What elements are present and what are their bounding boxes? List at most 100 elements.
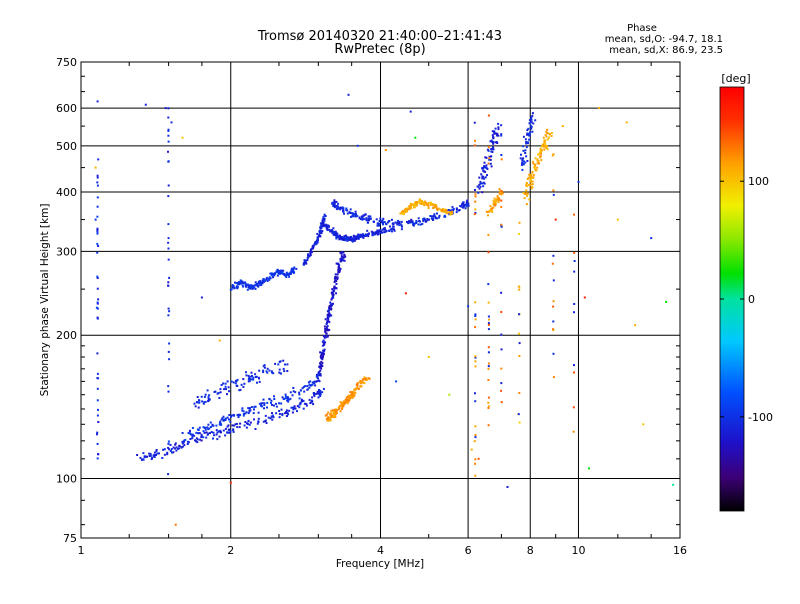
echo-point [194,405,197,408]
x-tick-label: 6 [465,544,472,557]
echo-point [546,145,548,147]
echo-point [344,234,347,237]
echo-point [139,456,142,459]
scatter-point [583,296,586,299]
echo-point [216,392,219,395]
echo-point [278,410,281,412]
echo-point [248,423,251,426]
echo-point [356,386,359,389]
echo-point [290,406,293,409]
echo-point [331,297,333,300]
echo-point [264,414,267,417]
interference-point [95,306,98,309]
echo-point [206,433,209,436]
echo-point [434,215,437,218]
echo-point [262,371,265,374]
x-tick-label: 10 [571,544,585,557]
echo-point [492,203,495,206]
echo-point [493,204,496,207]
echo-point [188,430,191,433]
echo-point [259,281,262,284]
echo-point [328,417,331,420]
echo-point [531,171,534,174]
echo-point [316,380,318,383]
echo-point [204,428,207,431]
echo-point [354,388,356,391]
echo-point [339,260,342,263]
echo-point [318,230,321,232]
echo-point [319,369,322,372]
echo-point [362,218,365,221]
interference-point [96,302,99,305]
echo-point [430,215,433,218]
echo-point [273,404,275,407]
echo-point [323,225,326,228]
echo-point [361,381,364,384]
scatter-point [467,305,470,308]
echo-point [534,169,537,172]
echo-point [156,452,159,455]
echo-point [271,371,274,374]
x-tick-label: 16 [673,544,687,557]
echo-point [530,116,533,119]
y-tick-label: 75 [63,532,77,545]
echo-point [398,224,401,227]
echo-point [187,432,190,435]
echo-point [539,155,542,158]
echo-point [489,205,492,208]
echo-point [319,395,322,397]
echo-point [308,383,311,386]
echo-point [237,416,240,419]
echo-point [534,165,536,168]
echo-point [546,132,549,134]
scatter-point [229,481,232,484]
echo-point [355,215,358,218]
interference-point [487,367,490,370]
echo-point [275,270,278,273]
interference-point [500,389,503,392]
echo-point [353,239,356,242]
scatter-point [414,136,417,139]
echo-point [335,282,338,285]
echo-point [496,198,499,201]
echo-point [250,406,253,409]
echo-point [224,382,227,385]
echo-point [496,197,499,200]
echo-point [316,232,319,235]
echo-point [292,387,295,389]
scatter-point [404,292,407,295]
echo-point [493,132,496,135]
echo-point [418,198,421,201]
echo-point [336,278,339,280]
interference-point [552,305,555,308]
interference-point [474,458,477,461]
echo-point [336,412,338,415]
interference-point [167,241,170,244]
echo-point [492,206,495,209]
echo-point [321,224,324,227]
echo-point [466,205,468,208]
echo-point [259,404,262,407]
echo-point [436,208,439,211]
echo-point [520,153,522,156]
echo-point [525,184,528,187]
echo-point [223,388,226,391]
echo-point [426,203,429,206]
echo-point [321,340,324,343]
echo-point [330,314,333,317]
scatter-point [164,107,167,110]
interference-point [552,300,555,303]
interference-point [573,311,575,314]
echo-point [490,139,493,142]
echo-point [225,388,227,391]
echo-point [175,449,178,452]
echo-point [322,388,325,390]
echo-point [249,421,252,424]
echo-point [281,396,284,399]
echo-point [429,215,432,217]
echo-point [267,416,270,419]
echo-point [465,201,468,204]
echo-point [444,210,447,213]
echo-point [212,424,215,427]
echo-point [526,141,529,144]
